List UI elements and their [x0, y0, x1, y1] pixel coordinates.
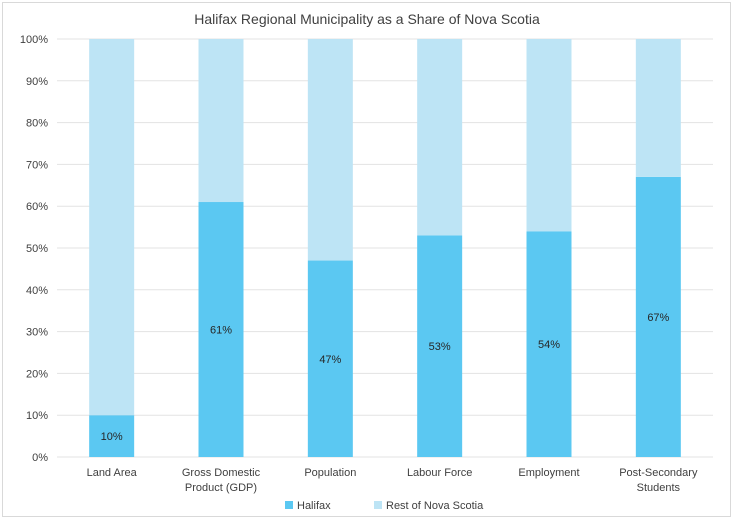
y-tick-label: 50% [26, 243, 48, 255]
bar-rest-of-nova-scotia [417, 39, 462, 235]
legend-swatch [285, 501, 293, 509]
x-category-label: Land Area [87, 467, 138, 479]
x-category-label: Students [637, 482, 681, 494]
y-tick-label: 10% [26, 410, 48, 422]
y-tick-label: 60% [26, 201, 48, 213]
bar-rest-of-nova-scotia [89, 39, 134, 415]
x-category-label: Labour Force [407, 467, 472, 479]
y-axis-tick-labels: 0% 10% 20% 30% 40% 50% 60% 70% 80% 90% 100% [20, 34, 48, 464]
gridlines [57, 39, 713, 457]
x-category-label: Gross Domestic [182, 467, 261, 479]
bar-data-label: 54% [538, 339, 560, 351]
y-tick-label: 20% [26, 368, 48, 380]
y-tick-label: 90% [26, 76, 48, 88]
bar-data-label: 53% [429, 341, 451, 353]
y-tick-label: 80% [26, 118, 48, 130]
y-tick-label: 0% [32, 452, 48, 464]
legend: Halifax Rest of Nova Scotia [285, 500, 484, 512]
bar-data-label: 61% [210, 325, 232, 337]
bar-data-label: 67% [647, 312, 669, 324]
x-category-label: Post-Secondary [619, 467, 698, 479]
bar-rest-of-nova-scotia [527, 39, 572, 231]
legend-label: Halifax [297, 500, 331, 512]
legend-label: Rest of Nova Scotia [386, 500, 484, 512]
chart-title: Halifax Regional Municipality as a Share… [194, 11, 540, 27]
legend-swatch [374, 501, 382, 509]
x-category-label: Population [304, 467, 356, 479]
bar-rest-of-nova-scotia [199, 39, 244, 202]
x-axis-category-labels: Land Area Gross Domestic Product (GDP) Popu… [87, 467, 698, 494]
bar-data-label: 47% [319, 354, 341, 366]
y-tick-label: 100% [20, 34, 48, 46]
bar-data-label: 10% [101, 431, 123, 443]
y-tick-label: 40% [26, 285, 48, 297]
y-tick-label: 30% [26, 327, 48, 339]
bar-rest-of-nova-scotia [308, 39, 353, 261]
bar-rest-of-nova-scotia [636, 39, 681, 177]
y-tick-label: 70% [26, 159, 48, 171]
x-category-label: Product (GDP) [185, 482, 257, 494]
x-category-label: Employment [518, 467, 579, 479]
